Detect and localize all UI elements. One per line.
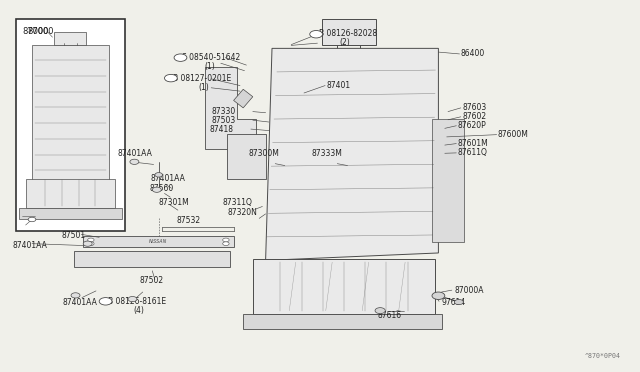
Text: 87620P: 87620P xyxy=(458,121,486,130)
Text: B 08127-0201E: B 08127-0201E xyxy=(173,74,231,83)
Text: S: S xyxy=(179,55,182,60)
Text: (1): (1) xyxy=(205,62,216,71)
Text: 87603: 87603 xyxy=(462,103,486,112)
Text: 87503: 87503 xyxy=(211,116,236,125)
Bar xyxy=(19,208,122,219)
Text: 87502: 87502 xyxy=(140,276,164,285)
Bar xyxy=(322,19,376,45)
Text: (2): (2) xyxy=(339,38,350,47)
Circle shape xyxy=(223,238,229,242)
Text: S 08540-51642: S 08540-51642 xyxy=(182,53,241,62)
Text: 87501: 87501 xyxy=(61,231,86,240)
Text: 87601M: 87601M xyxy=(458,139,488,148)
Text: 87000A: 87000A xyxy=(454,286,484,295)
Text: B: B xyxy=(169,76,173,81)
Circle shape xyxy=(164,74,177,82)
Text: 87000: 87000 xyxy=(22,27,49,36)
Polygon shape xyxy=(234,89,253,108)
Circle shape xyxy=(432,292,445,299)
Text: NISSAN: NISSAN xyxy=(149,239,168,244)
Text: 87320N: 87320N xyxy=(227,208,257,217)
Bar xyxy=(432,119,464,242)
Text: 87560: 87560 xyxy=(150,184,174,193)
Circle shape xyxy=(28,217,36,222)
Bar xyxy=(227,134,266,179)
Polygon shape xyxy=(205,67,256,149)
Bar xyxy=(32,45,109,186)
Text: 87301M: 87301M xyxy=(158,198,189,207)
Text: 87333M: 87333M xyxy=(312,149,342,158)
Text: 87000: 87000 xyxy=(27,27,53,36)
Text: 87401AA: 87401AA xyxy=(63,298,97,307)
Text: 87401AA: 87401AA xyxy=(150,174,185,183)
Text: 87602: 87602 xyxy=(462,112,486,121)
Text: 87401: 87401 xyxy=(326,81,351,90)
Text: 87611Q: 87611Q xyxy=(458,148,488,157)
Text: B 08126-82028: B 08126-82028 xyxy=(319,29,377,38)
Circle shape xyxy=(155,173,163,177)
Bar xyxy=(16,19,125,231)
Circle shape xyxy=(88,242,94,246)
Circle shape xyxy=(88,238,94,242)
Circle shape xyxy=(375,308,385,314)
Text: 87418: 87418 xyxy=(210,125,234,134)
Circle shape xyxy=(83,241,92,246)
Circle shape xyxy=(152,187,161,192)
Bar xyxy=(74,251,230,267)
Text: 87401AA: 87401AA xyxy=(117,149,152,158)
Text: (1): (1) xyxy=(198,83,209,92)
Text: 87532: 87532 xyxy=(177,217,201,225)
Circle shape xyxy=(174,54,187,61)
Polygon shape xyxy=(266,48,438,260)
Circle shape xyxy=(71,293,80,298)
Circle shape xyxy=(223,242,229,246)
Text: 87401AA: 87401AA xyxy=(13,241,47,250)
Bar xyxy=(243,314,442,329)
Circle shape xyxy=(310,31,323,38)
Bar xyxy=(26,179,115,208)
Text: (4): (4) xyxy=(133,306,144,315)
Text: ^870*0P04: ^870*0P04 xyxy=(585,353,621,359)
Circle shape xyxy=(454,299,463,305)
Circle shape xyxy=(99,298,112,305)
Text: B: B xyxy=(314,32,318,37)
Text: B: B xyxy=(104,299,108,304)
Bar xyxy=(54,32,86,45)
Text: 87311Q: 87311Q xyxy=(223,198,253,207)
Circle shape xyxy=(130,159,139,164)
Text: 87616: 87616 xyxy=(378,311,402,320)
Text: 86400: 86400 xyxy=(461,49,485,58)
Bar xyxy=(253,259,435,314)
Text: 97614: 97614 xyxy=(442,298,466,307)
Bar xyxy=(83,236,234,247)
Text: 87600M: 87600M xyxy=(498,130,529,139)
Text: 87330: 87330 xyxy=(211,107,236,116)
Circle shape xyxy=(128,296,137,302)
Text: B 08126-8161E: B 08126-8161E xyxy=(108,297,166,306)
Text: 87300M: 87300M xyxy=(248,149,279,158)
